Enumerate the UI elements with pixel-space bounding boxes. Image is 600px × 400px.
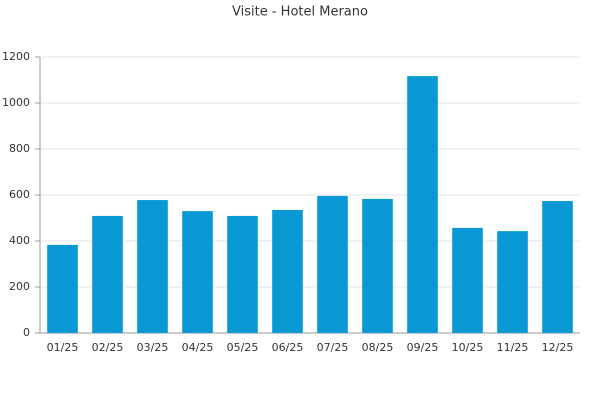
x-tick-label: 02/25 [92, 341, 124, 354]
x-tick-label: 07/25 [317, 341, 349, 354]
x-tick-label: 05/25 [227, 341, 259, 354]
x-tick-label: 06/25 [272, 341, 304, 354]
x-tick-label: 10/25 [452, 341, 484, 354]
y-tick-label: 800 [9, 142, 30, 155]
bar [137, 200, 168, 333]
x-tick-label: 08/25 [362, 341, 394, 354]
bar [47, 244, 78, 333]
y-tick-label: 0 [23, 326, 30, 339]
y-tick-label: 200 [9, 280, 30, 293]
bar [92, 215, 123, 333]
bar [497, 231, 528, 333]
bar [317, 195, 348, 333]
y-tick-label: 400 [9, 234, 30, 247]
x-tick-label: 09/25 [407, 341, 439, 354]
x-tick-label: 11/25 [497, 341, 529, 354]
x-tick-label: 03/25 [137, 341, 169, 354]
bar [542, 200, 573, 333]
bar [407, 76, 438, 333]
x-tick-label: 04/25 [182, 341, 214, 354]
bar [227, 215, 258, 333]
bar [182, 211, 213, 333]
y-tick-label: 1000 [2, 96, 30, 109]
x-tick-label: 12/25 [542, 341, 574, 354]
bar [272, 209, 303, 333]
chart-title: Visite - Hotel Merano [232, 5, 368, 20]
y-tick-label: 1200 [2, 50, 30, 63]
y-tick-label: 600 [9, 188, 30, 201]
bar [452, 227, 483, 333]
bar [362, 198, 393, 333]
x-tick-label: 01/25 [47, 341, 79, 354]
